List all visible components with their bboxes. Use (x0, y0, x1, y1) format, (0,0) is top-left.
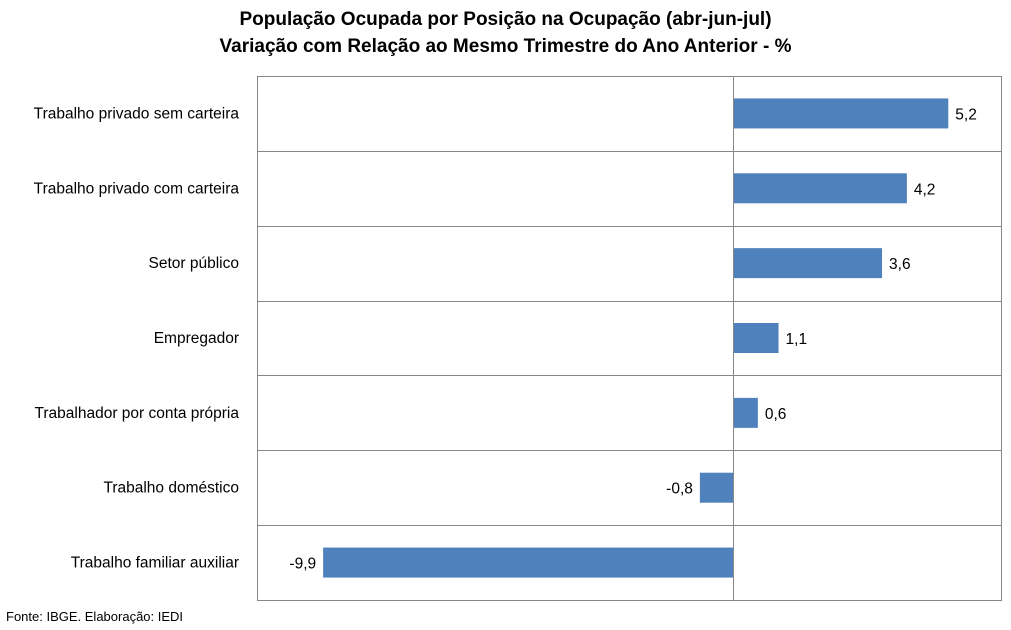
data-label: 4,2 (914, 181, 936, 198)
bar (699, 472, 733, 503)
data-label: -9,9 (289, 556, 316, 573)
data-label: 1,1 (786, 331, 808, 348)
bar (323, 547, 733, 578)
chart-subtitle: Variação com Relação ao Mesmo Trimestre … (219, 36, 792, 57)
chart-title: População Ocupada por Posição na Ocupaçã… (0, 6, 1011, 60)
bar (733, 248, 883, 279)
category-label: Trabalho privado com carteira (34, 180, 240, 197)
data-label: 0,6 (765, 406, 787, 423)
data-label: 3,6 (889, 256, 911, 273)
chart-title-line-1: População Ocupada por Posição na Ocupaçã… (239, 9, 772, 30)
source-note: Fonte: IBGE. Elaboração: IEDI (6, 609, 184, 624)
bar (733, 173, 907, 204)
category-label: Trabalhador por conta própria (35, 405, 240, 422)
bar (733, 98, 949, 129)
data-label: 5,2 (955, 106, 977, 123)
category-label: Setor público (149, 255, 239, 272)
category-label: Trabalho privado sem carteira (34, 105, 240, 122)
data-label: -0,8 (666, 481, 693, 498)
category-label: Empregador (154, 330, 239, 347)
bar (733, 323, 779, 353)
bar (733, 397, 758, 428)
plot-area-border (257, 76, 1002, 601)
category-label: Trabalho familiar auxiliar (71, 555, 239, 572)
category-label: Trabalho doméstico (103, 480, 239, 497)
